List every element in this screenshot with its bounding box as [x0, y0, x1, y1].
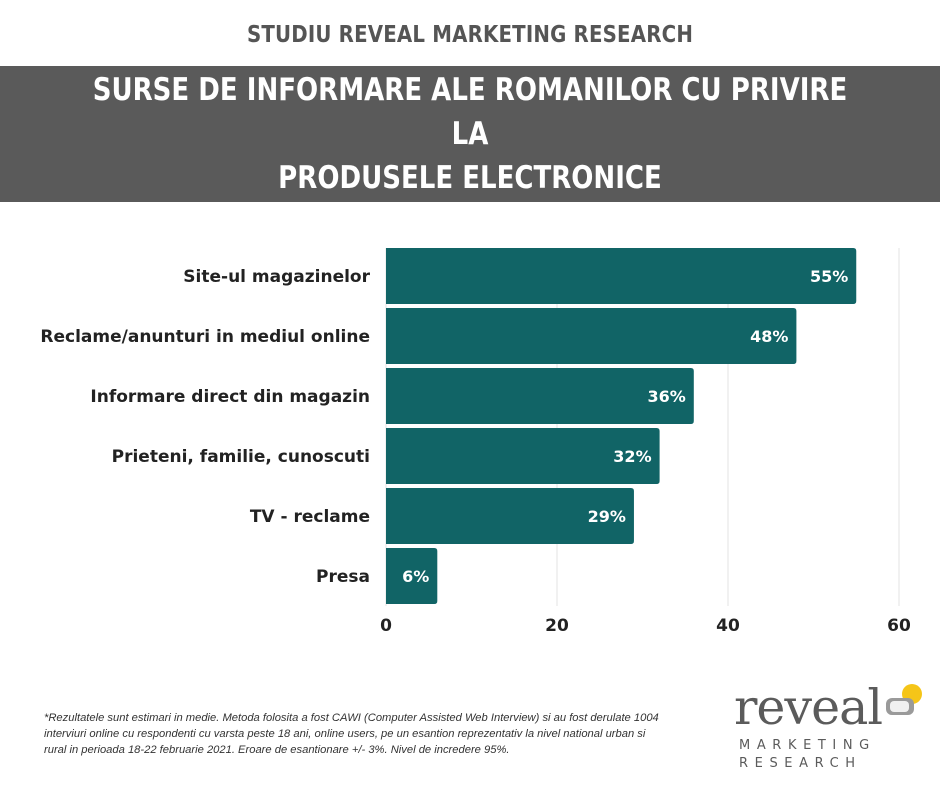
logo-mark-icon [886, 684, 922, 715]
category-label: Reclame/anunturi in mediul online [40, 327, 370, 347]
category-labels: Site-ul magazinelor Reclame/anunturi in m… [40, 267, 370, 587]
gridlines [385, 248, 900, 606]
bar [386, 548, 438, 604]
data-label: 32% [613, 447, 651, 466]
chart-title: SURSE DE INFORMARE ALE ROMANILOR CU PRIV… [75, 68, 865, 200]
data-label: 55% [810, 267, 848, 286]
logo-line-marketing: MARKETING [739, 738, 876, 753]
bar [386, 308, 797, 364]
bars: 55% 48% 36% 32% 29% 6% [386, 248, 857, 604]
study-title: STUDIU REVEAL MARKETING RESEARCH [246, 22, 694, 48]
category-label: Prieteni, familie, cunoscuti [112, 447, 370, 467]
category-label: TV - reclame [250, 507, 370, 527]
x-tick-label: 60 [887, 616, 911, 636]
data-label: 29% [588, 507, 626, 526]
bar [386, 248, 857, 304]
bar-chart: 55% 48% 36% 32% 29% 6% Site-ul magazinelor Rec… [40, 248, 911, 636]
x-tick-label: 20 [545, 616, 569, 636]
bar [386, 428, 660, 484]
chart-title-line-2: PRODUSELE ELECTRONICE [278, 160, 662, 196]
x-tick-label: 0 [380, 616, 392, 636]
data-label: 48% [750, 327, 788, 346]
category-label: Site-ul magazinelor [183, 267, 370, 287]
bar [386, 368, 694, 424]
category-label: Presa [316, 567, 370, 587]
category-label: Informare direct din magazin [90, 387, 370, 407]
data-label: 6% [402, 567, 429, 586]
x-axis-tick-labels: 0 20 40 60 [380, 616, 911, 636]
data-label: 36% [648, 387, 686, 406]
logo-wordmark: reveal [734, 679, 883, 736]
logo-line-research: RESEARCH [739, 756, 862, 771]
bar [386, 488, 634, 544]
methodology-footnote: *Rezultatele sunt estimari in medie. Met… [44, 712, 659, 756]
title-banner: SURSE DE INFORMARE ALE ROMANILOR CU PRIV… [0, 66, 940, 202]
x-tick-label: 40 [716, 616, 740, 636]
chart-title-line-1: SURSE DE INFORMARE ALE ROMANILOR CU PRIV… [92, 72, 848, 152]
reveal-logo: reveal MARKETING RESEARCH [728, 680, 928, 776]
